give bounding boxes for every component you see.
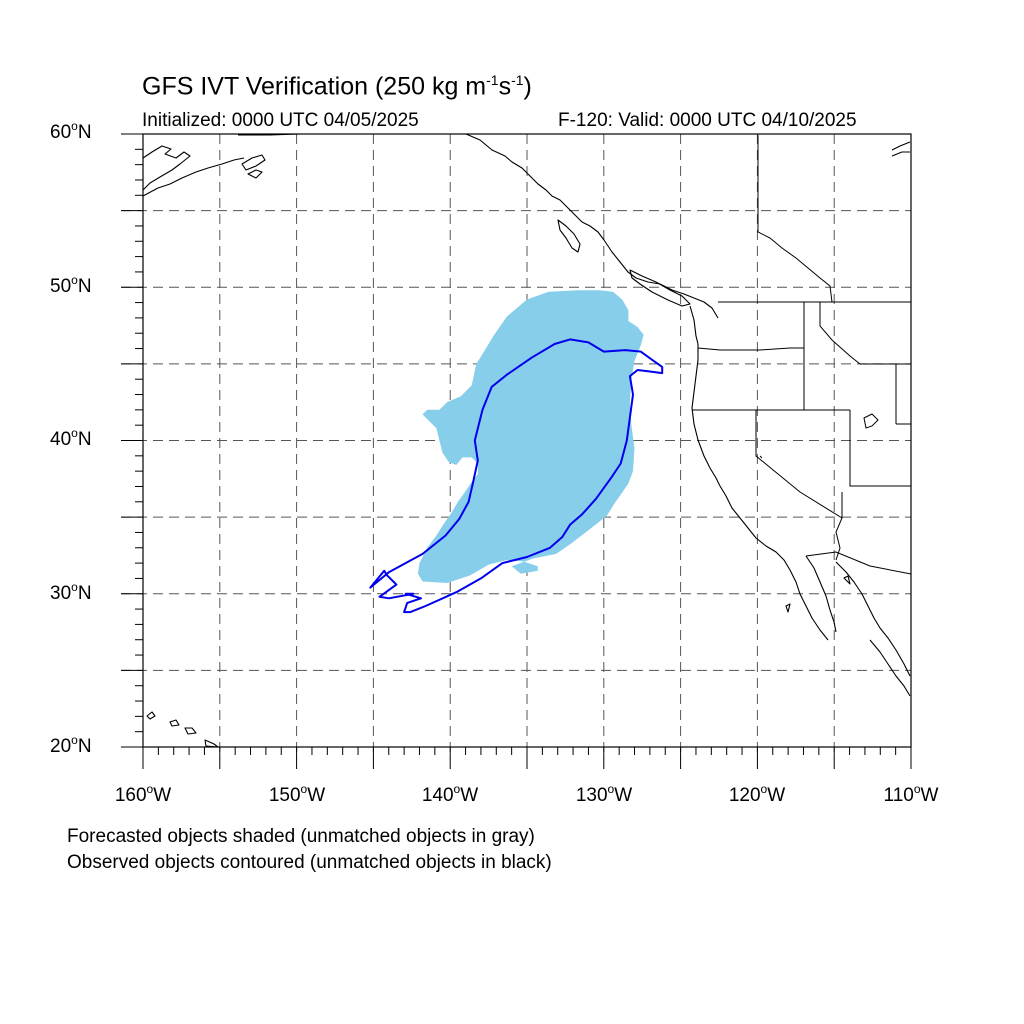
- forecast-ivt-object: [417, 290, 644, 583]
- initialized-label: Initialized: 0000 UTC 04/05/2025: [142, 110, 419, 131]
- border-wyoming-east: [896, 363, 911, 425]
- coastline-washington: [689, 305, 699, 345]
- coastline-sinaloa: [869, 639, 911, 697]
- observed-object-layer: [369, 338, 664, 614]
- island-haida-gwaii: [557, 219, 581, 253]
- border-california-nevada: [755, 410, 843, 519]
- lon-label-110w: 110oW: [883, 782, 939, 806]
- island-oahu: [169, 719, 180, 727]
- forecast-object-layer: [417, 290, 644, 583]
- island-ne-alberta: [891, 141, 911, 157]
- border-nevada-utah: [849, 410, 911, 487]
- political-borders: [692, 135, 912, 575]
- lat-label-50n: 50oN: [50, 273, 92, 297]
- border-bc-alberta: [757, 135, 833, 303]
- island-big-island: [204, 739, 219, 748]
- lake-great-salt: [863, 413, 879, 429]
- lat-label-20n: 20oN: [50, 733, 92, 757]
- lon-label-120w: 120oW: [728, 782, 786, 806]
- border-arizona: [835, 492, 843, 561]
- coastline-alaska: [142, 145, 191, 191]
- lon-label-130w: 130oW: [575, 782, 633, 806]
- note-forecast-objects: Forecasted objects shaded (unmatched obj…: [67, 826, 535, 847]
- lon-label-150w: 150oW: [268, 782, 326, 806]
- lat-label-40n: 40oN: [50, 426, 92, 450]
- island-angel-de-la-guarda: [843, 575, 851, 585]
- figure-title: GFS IVT Verification (250 kg m-1s-1): [142, 72, 532, 101]
- coastline-layer: [142, 133, 911, 748]
- border-us-mexico: [805, 551, 912, 575]
- note-observed-objects: Observed objects contoured (unmatched ob…: [67, 852, 552, 873]
- coastline-gulf-of-alaska: [238, 133, 605, 241]
- lon-label-160w: 160oW: [114, 782, 172, 806]
- lon-label-140w: 140oW: [421, 782, 479, 806]
- coastline-baja: [805, 555, 837, 633]
- island-afognak: [247, 169, 263, 179]
- observed-ivt-contour: [369, 338, 664, 614]
- coastline-alaska-peninsula: [142, 157, 245, 197]
- island-vancouver: [629, 269, 691, 307]
- island-maui: [184, 727, 197, 735]
- island-cedros: [785, 603, 791, 613]
- valid-time-label: F-120: Valid: 0000 UTC 04/10/2025: [558, 110, 857, 131]
- border-idaho-wyoming: [860, 363, 897, 424]
- lat-label-30n: 30oN: [50, 580, 92, 604]
- border-idaho-montana: [819, 302, 861, 365]
- axis-ticks: [121, 133, 912, 769]
- lake-tahoe: [759, 455, 763, 459]
- coastline-sonora: [835, 561, 911, 677]
- lat-label-60n: 60oN: [50, 119, 92, 143]
- coastline-oregon: [691, 344, 699, 409]
- border-washington-oregon: [697, 347, 805, 364]
- island-kauai: [146, 711, 156, 720]
- coastline-california: [691, 407, 829, 641]
- island-kodiak: [241, 154, 266, 171]
